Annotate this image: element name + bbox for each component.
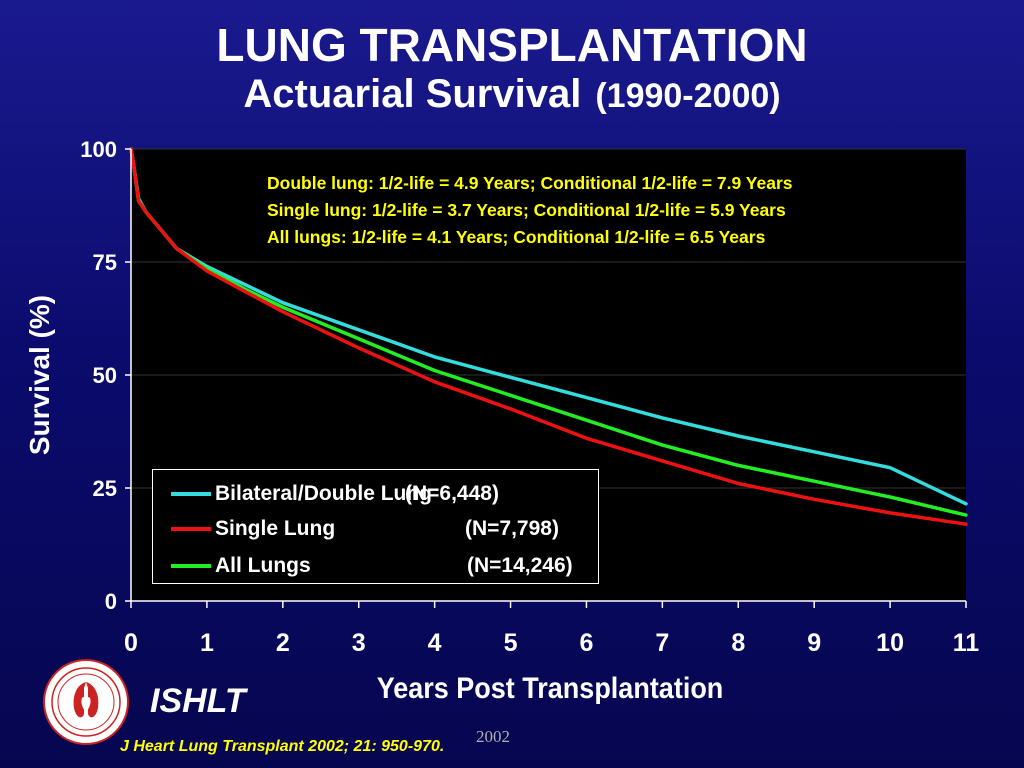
legend-swatch (171, 527, 211, 531)
year-mark: 2002 (476, 727, 510, 746)
legend-swatch (171, 492, 211, 496)
legend-label: Single Lung (215, 517, 336, 540)
page-subtitle: Actuarial Survival (1990-2000) (0, 72, 1024, 117)
series-layer (129, 147, 968, 526)
legend-swatch (171, 564, 211, 568)
chart-legend: Bilateral/Double Lung (N=6,448) Single L… (152, 469, 599, 584)
x-tick-label: 7 (655, 629, 669, 657)
brand-label: ISHLT (150, 682, 246, 720)
y-tick-label: 75 (93, 250, 117, 275)
legend-count: (N=7,798) (465, 517, 559, 540)
y-tick-label: 0 (105, 589, 117, 614)
citation: J Heart Lung Transplant 2002; 21: 950-97… (120, 738, 445, 755)
x-tick-label: 11 (953, 629, 980, 657)
ishlt-seal-icon (43, 659, 129, 745)
annotation-double-lung: Double lung: 1/2-life = 4.9 Years; Condi… (267, 173, 793, 193)
series-line-single-lung (129, 147, 968, 526)
x-tick-label: 4 (428, 629, 442, 657)
x-tick-label: 0 (124, 629, 138, 657)
y-tick-label: 50 (93, 363, 117, 388)
legend-label: Bilateral/Double Lung (215, 482, 433, 505)
legend-item-all-lungs: All Lungs (N=14,246) (153, 552, 598, 582)
subtitle-range: (1990-2000) (595, 77, 781, 115)
annotation-all-lungs: All lungs: 1/2-life = 4.1 Years; Conditi… (267, 227, 766, 247)
axes (125, 148, 967, 608)
x-tick-label: 6 (580, 629, 594, 657)
annotation-single-lung: Single lung: 1/2-life = 3.7 Years; Condi… (267, 200, 786, 220)
legend-count: (N=6,448) (405, 482, 499, 505)
tick-labels: 0 25 50 75 100 0 1 2 3 4 5 6 7 8 9 10 11 (80, 137, 979, 657)
half-life-annotations: Double lung: 1/2-life = 4.9 Years; Condi… (267, 170, 793, 251)
y-tick-label: 25 (93, 476, 117, 501)
legend-label: All Lungs (215, 554, 311, 577)
legend-item-double-lung: Bilateral/Double Lung (N=6,448) (153, 480, 598, 510)
x-tick-label: 3 (352, 629, 366, 657)
x-tick-label: 8 (731, 629, 745, 657)
legend-item-single-lung: Single Lung (N=7,798) (153, 515, 598, 545)
subtitle-text: Actuarial Survival (243, 72, 582, 116)
legend-count: (N=14,246) (467, 554, 573, 577)
x-tick-label: 10 (876, 629, 904, 657)
x-tick-label: 5 (504, 629, 518, 657)
y-axis-label: Survival (%) (24, 294, 55, 456)
x-axis-label: Years Post Transplantation (376, 672, 724, 705)
page-title: LUNG TRANSPLANTATION (216, 19, 808, 71)
x-tick-label: 2 (276, 629, 290, 657)
x-tick-label: 1 (200, 629, 214, 657)
y-tick-label: 100 (80, 137, 117, 162)
x-tick-label: 9 (807, 629, 821, 657)
